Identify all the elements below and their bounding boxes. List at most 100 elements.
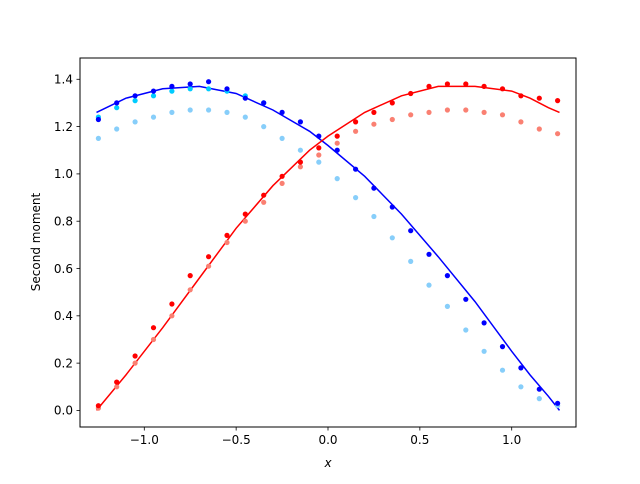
data-point [316, 145, 322, 151]
data-point [334, 147, 340, 153]
x-tick-label: 0.0 [318, 433, 337, 447]
data-point [187, 287, 193, 293]
data-point [481, 320, 487, 326]
data-point [334, 176, 340, 182]
data-point [206, 107, 212, 113]
x-tick-label: 0.5 [410, 433, 429, 447]
data-point [187, 81, 193, 87]
data-point [279, 180, 285, 186]
data-point [206, 263, 212, 269]
data-point [297, 164, 303, 170]
data-point [114, 100, 120, 106]
data-point [408, 90, 414, 97]
data-point [95, 116, 101, 123]
y-tick-label: 1.2 [54, 120, 73, 134]
data-point [224, 232, 230, 238]
data-point [224, 239, 230, 246]
data-point [426, 83, 432, 89]
data-point [206, 254, 212, 260]
series-4 [95, 79, 561, 406]
data-point [463, 296, 469, 302]
data-point [316, 133, 322, 139]
data-point [518, 384, 524, 390]
data-point [371, 213, 377, 220]
data-point [444, 303, 450, 309]
data-point [132, 93, 138, 99]
data-point [169, 109, 175, 115]
x-tick-label: −1.0 [130, 433, 159, 447]
data-point [114, 126, 120, 132]
data-point [463, 107, 469, 113]
data-point [444, 81, 450, 87]
data-point [463, 81, 469, 87]
data-point [463, 327, 469, 333]
data-point [261, 199, 267, 205]
data-point [279, 135, 285, 141]
data-point [408, 228, 414, 234]
data-point [389, 100, 395, 106]
data-point [150, 325, 157, 331]
data-point [334, 133, 340, 139]
data-point [150, 93, 157, 99]
data-point [261, 192, 267, 198]
data-point [481, 348, 487, 354]
data-point [555, 131, 561, 137]
y-axis-label: Second moment [29, 193, 43, 292]
series-line [96, 85, 561, 411]
data-point [242, 218, 248, 224]
data-point [187, 107, 193, 113]
data-point [518, 93, 524, 99]
data-point [187, 86, 193, 92]
data-point [114, 384, 120, 390]
data-point [389, 116, 395, 123]
data-point [499, 344, 506, 350]
y-tick-label: 1.0 [54, 167, 73, 181]
x-tick-label: 1.0 [502, 433, 521, 447]
data-point [353, 119, 359, 125]
data-point [242, 95, 248, 101]
x-tick-label: −0.5 [222, 433, 251, 447]
series-0 [96, 85, 561, 411]
data-point [261, 100, 267, 106]
data-point [536, 396, 542, 402]
data-point [169, 313, 175, 319]
data-point [371, 109, 377, 115]
data-point [242, 114, 248, 120]
data-point [408, 258, 414, 264]
data-point [279, 173, 285, 179]
data-point [353, 128, 359, 134]
data-point [297, 119, 303, 125]
data-point [206, 79, 212, 85]
data-point [555, 400, 561, 406]
data-point [518, 119, 524, 125]
data-point [95, 403, 101, 409]
data-point [518, 365, 524, 371]
data-point [150, 114, 157, 120]
data-point [150, 336, 157, 343]
series-6 [95, 81, 561, 409]
data-point [224, 86, 230, 92]
data-point [481, 109, 487, 115]
data-point [426, 251, 432, 257]
data-point [353, 195, 359, 201]
data-point [297, 147, 303, 153]
y-tick-label: 0.0 [54, 404, 73, 418]
data-point [132, 360, 138, 366]
data-point [132, 119, 138, 125]
data-point [444, 107, 450, 113]
data-point [132, 98, 138, 104]
data-point [499, 86, 506, 92]
y-tick-label: 0.4 [54, 309, 73, 323]
data-point [371, 121, 377, 127]
data-point [316, 152, 322, 158]
data-point [334, 140, 340, 146]
data-point [444, 273, 450, 279]
x-axis-label: x [323, 456, 332, 470]
data-point [536, 386, 542, 392]
y-tick-label: 1.4 [54, 73, 73, 87]
data-point [371, 185, 377, 191]
data-point [426, 282, 432, 288]
